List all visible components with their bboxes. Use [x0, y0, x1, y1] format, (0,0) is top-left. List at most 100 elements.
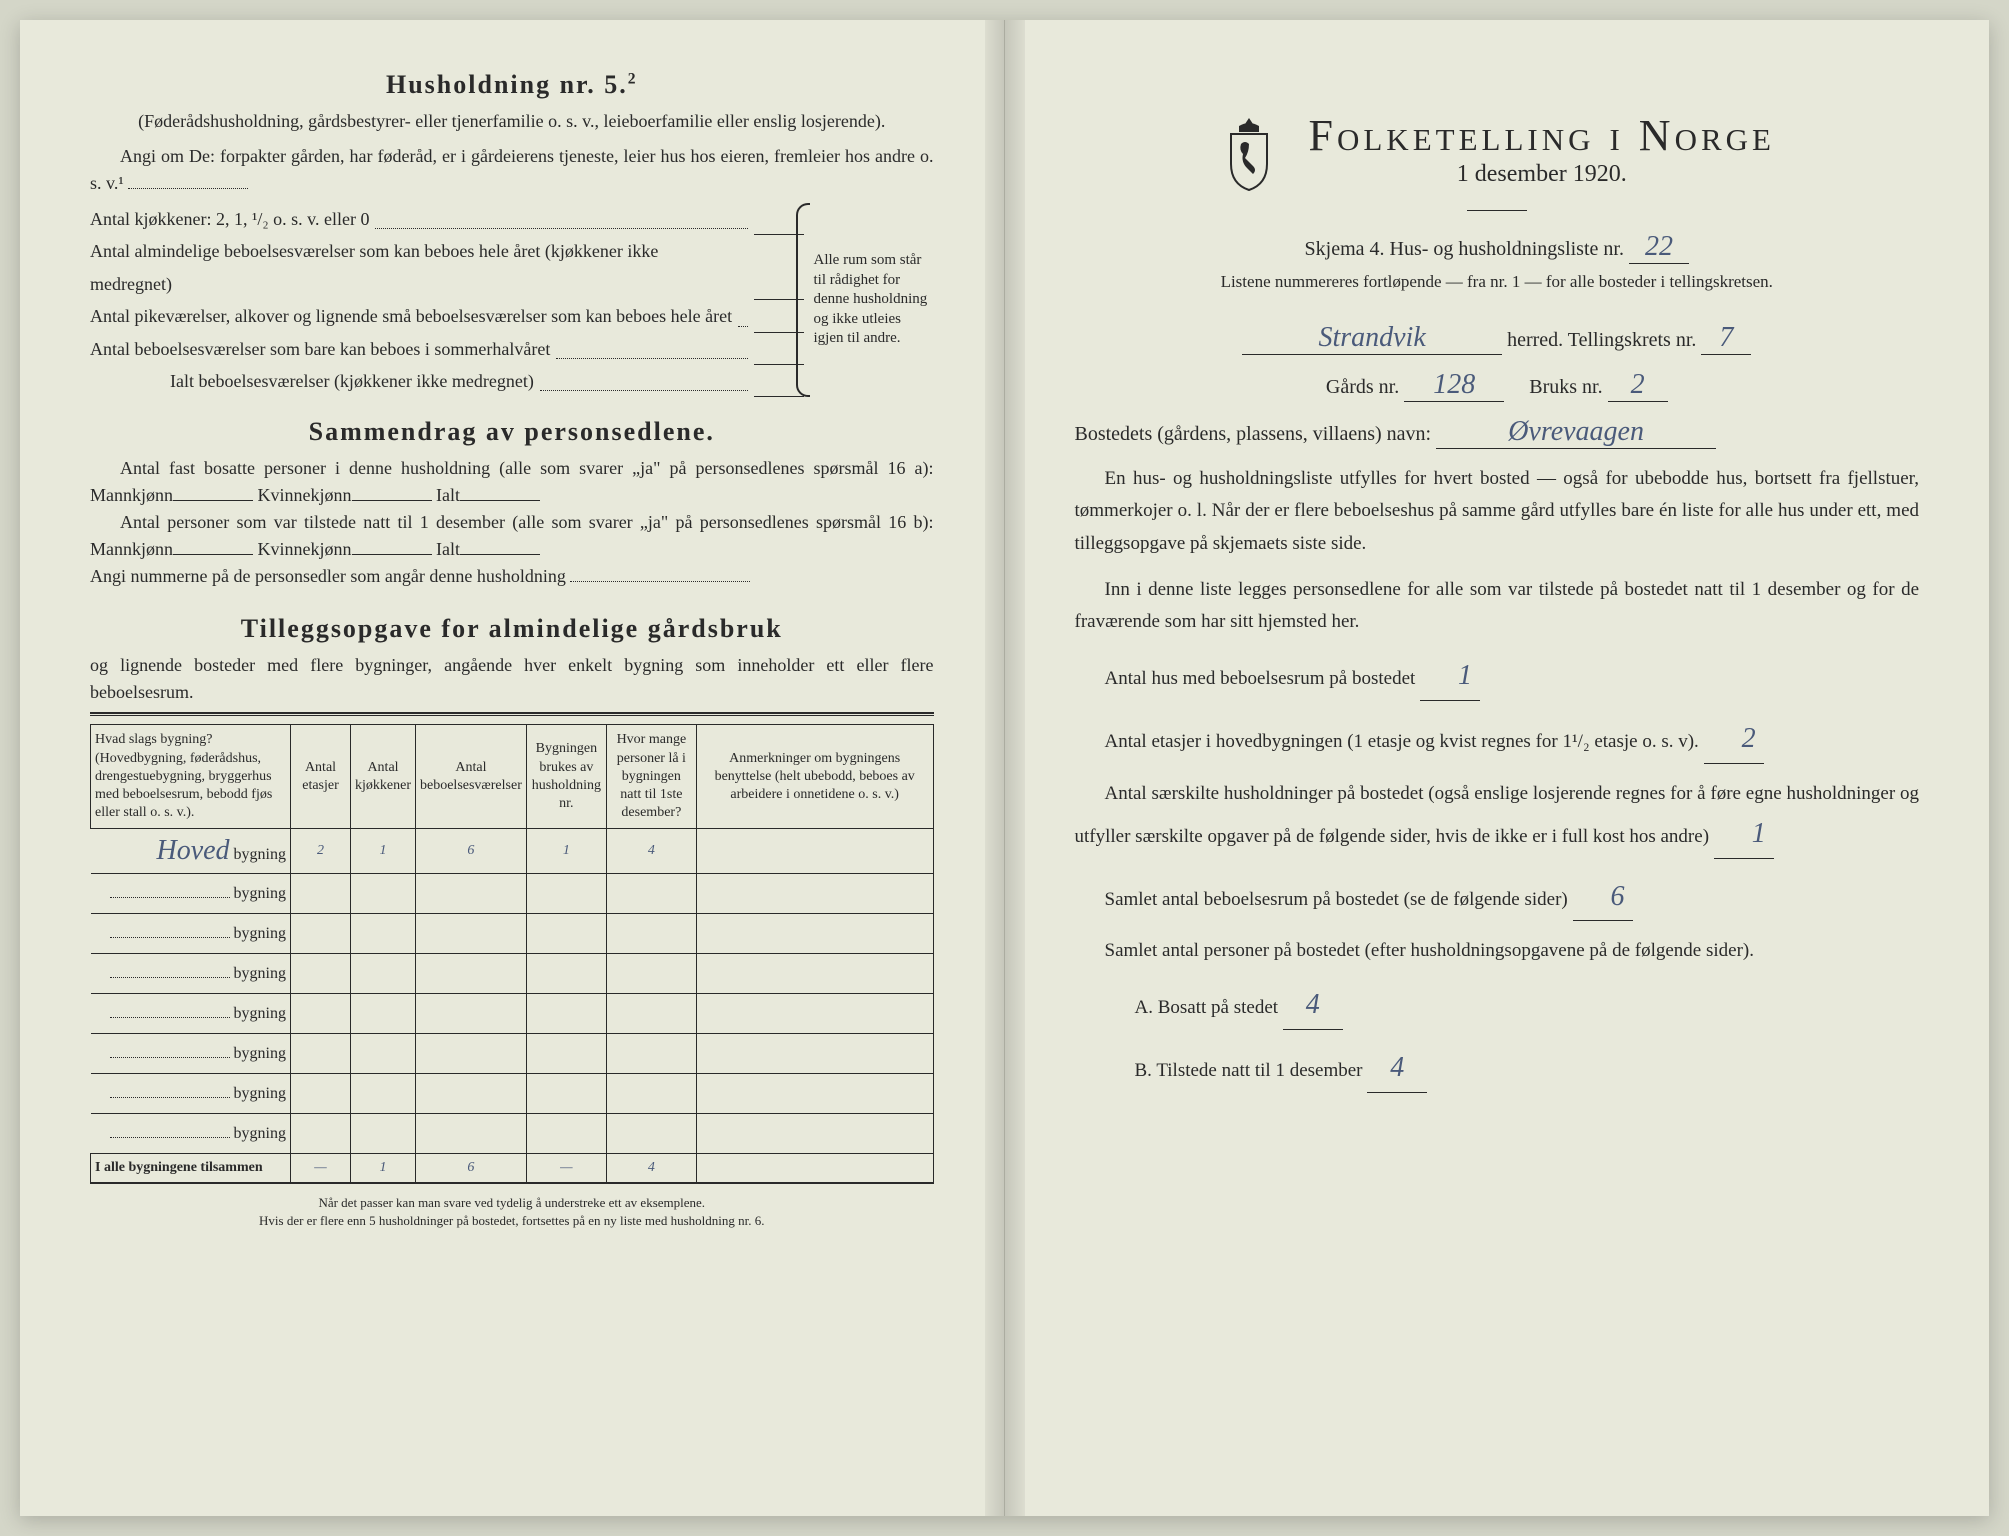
cell-anm: [696, 874, 933, 914]
cell-hushold: 1: [526, 829, 606, 874]
angi-text: Angi om De: forpakter gården, har føderå…: [90, 146, 934, 193]
cell-etasjer: [291, 1034, 351, 1074]
table-row: bygning: [91, 1114, 934, 1154]
q5-row: Samlet antal personer på bostedet (efter…: [1075, 935, 1920, 967]
cell-hushold: [526, 1034, 606, 1074]
cell-etasjer: [291, 954, 351, 994]
tillegg-title: Tilleggsopgave for almindelige gårdsbruk: [90, 614, 934, 644]
row-label-cell: bygning: [91, 914, 291, 954]
rooms2-label: Antal pikeværelser, alkover og lignende …: [90, 300, 732, 332]
cell-anm: [696, 914, 933, 954]
cell-personer: [606, 1034, 696, 1074]
table-row: bygning: [91, 874, 934, 914]
q2-row: Antal etasjer i hovedbygningen (1 etasje…: [1075, 715, 1920, 764]
cell-anm: [696, 1114, 933, 1154]
kitchens-line: Antal kjøkkener: 2, 1, ¹/₂ o. s. v. elle…: [90, 203, 804, 235]
th-1: Antal etasjer: [291, 725, 351, 829]
bosted-row: Bostedets (gårdens, plassens, villaens) …: [1075, 416, 1920, 449]
row-label-blank: [110, 1097, 230, 1098]
cell-etasjer: 2: [291, 829, 351, 874]
para-1: En hus- og husholdningsliste utfylles fo…: [1075, 463, 1920, 560]
herred-row: Strandvik herred. Tellingskrets nr. 7: [1075, 322, 1920, 355]
rooms-total-label: Ialt beboelsesværelser (kjøkkener ikke m…: [170, 365, 534, 397]
bygning-word: bygning: [234, 846, 286, 864]
bygning-word: bygning: [234, 1125, 286, 1143]
cell-vaerelser: [416, 1114, 527, 1154]
mann1-blank: [173, 500, 253, 501]
table-header-row: Hvad slags bygning? (Hovedbygning, føder…: [91, 725, 934, 829]
total-label: I alle bygningene tilsammen: [91, 1154, 291, 1184]
table-row: bygning: [91, 914, 934, 954]
title-text-block: Folketelling i Norge 1 desember 1920.: [1309, 110, 1775, 198]
q2-label: Antal etasjer i hovedbygningen (1 etasje…: [1105, 731, 1699, 752]
th-0: Hvad slags bygning? (Hovedbygning, føder…: [91, 725, 291, 829]
rooms-block: Antal kjøkkener: 2, 1, ¹/₂ o. s. v. elle…: [90, 203, 934, 397]
q4-value: 6: [1573, 873, 1633, 922]
cell-anm: [696, 994, 933, 1034]
title-rule: [1467, 210, 1527, 211]
herred-label: herred. Tellingskrets nr.: [1507, 329, 1696, 351]
cell-etasjer: [291, 1114, 351, 1154]
brace-text: Alle rum som står til rådighet for denne…: [804, 203, 934, 397]
cell-anm: [696, 1074, 933, 1114]
kvinne1-label: Kvinnekjønn: [258, 485, 352, 505]
left-page: Husholdning nr. 5.2 (Føderådshusholdning…: [20, 20, 1005, 1516]
bygning-word: bygning: [234, 965, 286, 983]
bruks-label: Bruks nr.: [1529, 376, 1602, 398]
cell-vaerelser: [416, 994, 527, 1034]
kvinne2-label: Kvinnekjønn: [258, 539, 352, 559]
household-title: Husholdning nr. 5.2: [90, 70, 934, 100]
angi-num-text: Angi nummerne på de personsedler som ang…: [90, 566, 566, 586]
row-label-cell: bygning: [91, 1034, 291, 1074]
q4-row: Samlet antal beboelsesrum på bostedet (s…: [1075, 873, 1920, 922]
qA-label: A. Bosatt på stedet: [1135, 997, 1279, 1018]
herred-value: Strandvik: [1242, 322, 1502, 355]
skjema-label: Skjema 4. Hus- og husholdningsliste nr.: [1305, 238, 1624, 260]
q2-value: 2: [1704, 715, 1764, 764]
cell-vaerelser: [416, 914, 527, 954]
kvinne1-blank: [352, 500, 432, 501]
angi-num-blank: [570, 581, 750, 582]
row-label-cell: bygning: [91, 874, 291, 914]
krets-nr: 7: [1701, 322, 1751, 355]
rooms3-label: Antal beboelsesværelser som bare kan beb…: [90, 333, 550, 365]
household-note: (Føderådshusholdning, gårdsbestyrer- ell…: [90, 108, 934, 135]
cell-etasjer: [291, 994, 351, 1034]
total-hushold: —: [526, 1154, 606, 1184]
cell-personer: [606, 954, 696, 994]
cell-anm: [696, 954, 933, 994]
title-row: Folketelling i Norge 1 desember 1920.: [1075, 110, 1920, 198]
q4-label: Samlet antal beboelsesrum på bostedet (s…: [1105, 889, 1568, 910]
total-kjokken: 1: [351, 1154, 416, 1184]
cell-hushold: [526, 1074, 606, 1114]
row-label-cell: bygning: [91, 1074, 291, 1114]
th-6: Anmerkninger om bygningens benyttelse (h…: [696, 725, 933, 829]
cell-kjokken: [351, 874, 416, 914]
cell-vaerelser: [416, 954, 527, 994]
bosted-label: Bostedets (gårdens, plassens, villaens) …: [1075, 423, 1432, 445]
bosted-value: Øvrevaagen: [1436, 416, 1716, 449]
right-page: Folketelling i Norge 1 desember 1920. Sk…: [1005, 20, 1990, 1516]
total-etasjer: —: [291, 1154, 351, 1184]
q1-value: 1: [1420, 652, 1480, 701]
liste-nr: 22: [1629, 231, 1689, 264]
bygning-word: bygning: [234, 1085, 286, 1103]
table-top-rule: [90, 712, 934, 716]
th-2: Antal kjøkkener: [351, 725, 416, 829]
qB-label: B. Tilstede natt til 1 desember: [1135, 1060, 1363, 1081]
para-2: Inn i denne liste legges personsedlene f…: [1075, 574, 1920, 639]
ialt1-label: Ialt: [436, 485, 460, 505]
cell-kjokken: 1: [351, 829, 416, 874]
th-5: Hvor mange personer lå i bygningen natt …: [606, 725, 696, 829]
ialt2-blank: [460, 554, 540, 555]
q1-label: Antal hus med beboelsesrum på bostedet: [1105, 668, 1416, 689]
rooms3-line: Antal beboelsesværelser som bare kan beb…: [90, 333, 804, 365]
table-row: bygning: [91, 1034, 934, 1074]
th-3: Antal beboelsesværelser: [416, 725, 527, 829]
cell-hushold: [526, 954, 606, 994]
summary1-text: Antal fast bosatte personer i denne hush…: [90, 458, 934, 505]
total-vaerelser: 6: [416, 1154, 527, 1184]
ialt1-blank: [460, 500, 540, 501]
gaards-nr: 128: [1404, 369, 1504, 402]
cell-etasjer: [291, 1074, 351, 1114]
